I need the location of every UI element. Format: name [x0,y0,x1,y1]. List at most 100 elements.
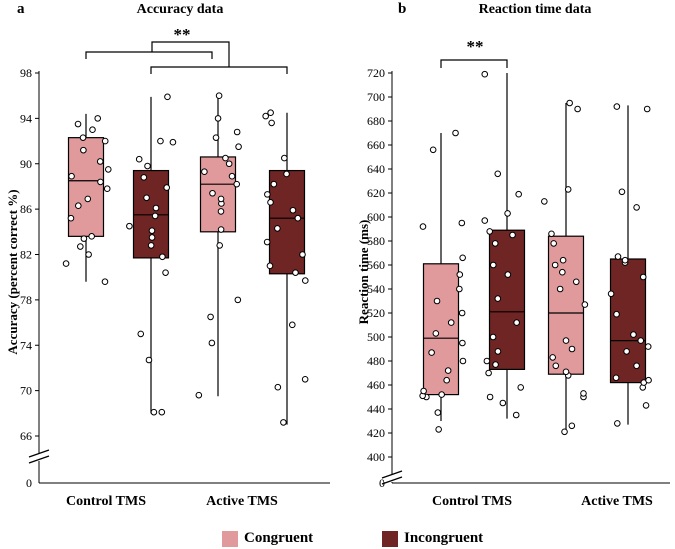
reaction-time-boxes [419,70,652,436]
data-point [643,105,651,113]
data-point [633,362,640,370]
bracket-control [440,59,508,68]
data-point [137,330,145,338]
data-point [215,92,223,99]
legend-congruent-label: Congruent [244,530,314,546]
data-point [618,188,626,196]
data-point [301,277,309,284]
data-point [434,409,442,416]
bracket-interaction [151,41,230,67]
data-point [299,251,306,258]
box-incongruent-active [607,103,652,427]
data-point [562,368,570,376]
box-congruent-control [419,129,467,433]
data-point [208,339,216,347]
data-point [566,99,573,107]
data-point [559,256,567,264]
box-iqr [547,235,585,375]
data-point [222,154,229,162]
data-point [435,426,442,433]
y-tick-label: 640 [367,162,385,176]
data-point [234,296,242,304]
data-point [288,321,296,329]
data-point [280,419,287,426]
legend-incongruent: Incongruent [382,530,483,547]
data-point [491,240,499,247]
data-point [481,70,489,78]
y-tick-label: 480 [367,354,385,368]
bracket-congruent [85,51,213,59]
accuracy-x-label-active: Active TMS [206,494,278,509]
data-point [151,212,159,220]
y-tick-label: 500 [367,330,385,344]
legend-incongruent-swatch [382,530,398,547]
legend-congruent: Congruent [222,530,313,547]
data-point [84,195,92,203]
data-point [103,185,111,193]
data-point [135,155,143,163]
data-point [104,166,112,173]
axis-break-gap [384,474,400,482]
y-zero-label: 0 [26,476,32,490]
accuracy-panel: a Accuracy data Accuracy (percent correc… [5,1,330,509]
data-point [481,217,489,224]
data-point [294,214,302,222]
y-tick-label: 620 [367,186,385,200]
data-point [80,235,88,242]
data-point [572,278,580,286]
data-point [235,143,242,151]
accuracy-axes [28,71,330,484]
y-tick-label: 600 [367,210,385,224]
accuracy-significance-stars: ** [174,25,191,44]
data-point [551,261,559,269]
data-point [541,198,548,205]
data-point [101,137,109,145]
data-point [270,180,278,188]
data-point [458,219,466,227]
data-point [581,301,589,308]
data-point [217,195,225,203]
data-point [499,399,507,407]
data-point [228,172,236,180]
y-tick-label: 560 [367,258,385,272]
y-tick-label: 70 [20,384,32,398]
data-point [550,240,557,247]
data-point [262,112,269,120]
data-point [420,387,427,395]
data-point [85,251,92,258]
data-point [207,313,214,321]
data-point [580,390,587,397]
data-point [301,375,309,383]
data-point [613,310,620,318]
data-point [614,420,621,427]
y-tick-label: 700 [367,90,385,104]
data-point [444,367,452,374]
box-incongruent-control [481,70,526,419]
box-incongruent-control [126,93,177,416]
y-tick-label: 660 [367,138,385,152]
data-point [264,191,271,198]
data-point [79,134,87,141]
data-point [233,180,241,188]
data-point [148,234,156,241]
data-point [548,230,555,238]
data-point [267,199,274,206]
data-point [268,119,275,127]
data-point [504,210,511,217]
data-point [459,357,467,365]
data-point [607,290,615,298]
data-point [459,339,466,347]
data-point [169,138,177,146]
data-point [515,190,522,198]
data-point [144,162,151,170]
reaction-time-y-ticks: 720 700 680 660 640 620 600 580 560 540 520 500 480 4… [367,66,392,490]
data-point [216,242,224,249]
data-point [140,174,148,181]
data-point [292,269,299,276]
box-congruent-active [541,99,589,436]
data-point [642,402,650,409]
accuracy-y-axis-label: Accuracy (percent correct %) [5,189,20,354]
data-point [556,285,564,293]
data-point [283,170,290,178]
data-point [67,214,75,222]
